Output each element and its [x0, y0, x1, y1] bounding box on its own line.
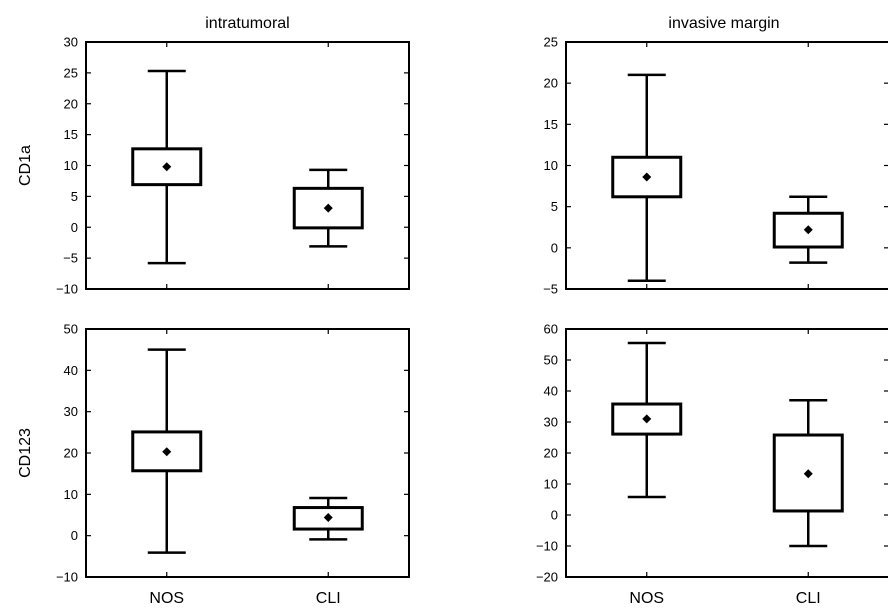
mean-marker	[162, 162, 172, 172]
x-category-label: NOS	[149, 590, 184, 607]
y-tick-label: 10	[64, 158, 78, 173]
y-tick-label: 40	[64, 363, 78, 378]
y-tick-label: 0	[551, 508, 558, 523]
y-tick-label: 30	[64, 404, 78, 419]
y-tick-label: 0	[71, 220, 78, 235]
y-tick-label: −5	[543, 282, 558, 297]
y-tick-label: 0	[71, 528, 78, 543]
y-tick-label: 40	[544, 384, 558, 399]
x-category-label: CLI	[796, 590, 821, 607]
y-tick-label: 10	[64, 487, 78, 502]
y-tick-label: 5	[551, 199, 558, 214]
box-cli	[772, 195, 844, 264]
y-tick-label: 20	[64, 96, 78, 111]
mean-marker	[642, 414, 652, 424]
y-tick-label: 50	[64, 322, 78, 337]
y-tick-label: −10	[536, 539, 558, 554]
box-cli	[292, 496, 364, 541]
y-tick-label: 10	[544, 477, 558, 492]
box-cli	[772, 399, 844, 548]
mean-marker	[642, 172, 652, 182]
y-tick-label: 10	[544, 158, 558, 173]
panel-title: invasive margin	[668, 15, 779, 32]
y-tick-label: 30	[64, 35, 78, 50]
y-tick-label: 20	[544, 76, 558, 91]
y-tick-label: 20	[544, 446, 558, 461]
mean-marker	[803, 225, 813, 235]
y-tick-label: −10	[56, 570, 78, 585]
y-tick-label: −10	[56, 282, 78, 297]
y-tick-label: −5	[63, 251, 78, 266]
panel-2: −5 0 5 10 15 20 25 invasive margin	[543, 15, 888, 297]
box-nos	[611, 341, 683, 499]
y-tick-label: 25	[64, 65, 78, 80]
mean-marker	[323, 203, 333, 213]
panel-title: intratumoral	[205, 15, 289, 32]
box-cli	[292, 168, 364, 248]
y-axis-label: CD123	[17, 428, 34, 478]
y-tick-label: 15	[544, 117, 558, 132]
mean-marker	[162, 447, 172, 457]
y-tick-label: 20	[64, 446, 78, 461]
y-tick-label: 25	[544, 35, 558, 50]
box-nos	[131, 348, 203, 554]
y-tick-label: 60	[544, 322, 558, 337]
y-tick-label: 5	[71, 189, 78, 204]
y-tick-label: 15	[64, 127, 78, 142]
x-category-label: NOS	[629, 590, 664, 607]
y-tick-label: 30	[544, 415, 558, 430]
x-category-label: CLI	[316, 590, 341, 607]
panel-4: −20 −10 0 10 20 30 40 50 60 NOS CLI	[536, 322, 888, 607]
panel-3: −10 0 10 20 30 40 50 NOS CLI CD123	[17, 322, 410, 607]
box-nos	[611, 73, 683, 283]
mean-marker	[323, 512, 333, 522]
y-tick-label: −20	[536, 570, 558, 585]
box-nos	[131, 69, 203, 265]
y-tick-label: 50	[544, 353, 558, 368]
mean-marker	[803, 469, 813, 479]
y-axis-label: CD1a	[17, 145, 34, 186]
panel-1: −10 −5 0 5 10 15 20 25 30 intratumoral CD1a	[17, 15, 410, 297]
y-tick-label: 0	[551, 240, 558, 255]
